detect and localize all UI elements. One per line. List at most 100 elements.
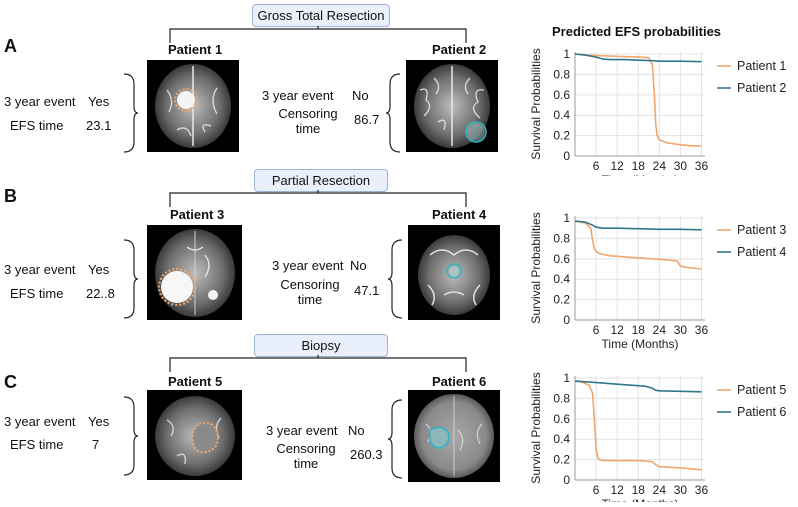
x-tick-label: 12 xyxy=(610,159,624,173)
x-tick-label: 24 xyxy=(653,483,667,497)
p4-event-value: No xyxy=(350,258,367,273)
y-tick-label: 0.2 xyxy=(553,293,570,307)
series-line-patient-6 xyxy=(574,380,702,393)
mri-patient-2 xyxy=(406,60,498,152)
brace-p3 xyxy=(123,239,139,319)
procedure-label-biopsy: Biopsy xyxy=(254,334,388,357)
patient-1-title: Patient 1 xyxy=(168,42,223,57)
p3-event-label: 3 year event xyxy=(4,262,76,277)
x-tick-label: 12 xyxy=(610,483,624,497)
bracket-connector-a xyxy=(169,26,467,43)
p4-event-label: 3 year event xyxy=(272,258,344,273)
p6-time-label: Censoring time xyxy=(276,441,336,471)
brace-p4 xyxy=(387,239,403,319)
p5-time-value: 7 xyxy=(92,437,100,452)
x-tick-label: 18 xyxy=(632,323,646,337)
patient-2-title: Patient 2 xyxy=(432,42,487,57)
legend-label: Patient 6 xyxy=(737,405,786,419)
procedure-label-partial: Partial Resection xyxy=(254,169,388,192)
patient-5-title: Patient 5 xyxy=(168,374,223,389)
brain-image-3 xyxy=(155,229,235,317)
x-axis-label: Time (Months) xyxy=(602,337,679,351)
brain-image-5 xyxy=(155,396,235,476)
p3-time-value: 22..8 xyxy=(86,286,115,301)
mri-patient-5 xyxy=(147,390,242,480)
y-tick-label: 0.8 xyxy=(553,231,570,245)
p5-event-value: Yes xyxy=(88,414,110,429)
y-axis-label: Survival Probabilities xyxy=(529,212,543,323)
x-tick-label: 30 xyxy=(674,483,688,497)
p1-event-value: Yes xyxy=(88,94,110,109)
patient-3-title: Patient 3 xyxy=(170,207,225,222)
procedure-label-gtr: Gross Total Resection xyxy=(252,4,390,27)
y-tick-label: 1 xyxy=(563,48,570,61)
x-tick-label: 18 xyxy=(632,483,646,497)
series-line-patient-3 xyxy=(574,220,702,270)
brain-image-4 xyxy=(418,235,490,315)
x-tick-label: 36 xyxy=(695,483,709,497)
y-axis-label: Survival Probabilities xyxy=(529,372,543,483)
x-tick-label: 30 xyxy=(674,323,688,337)
series-line-patient-1 xyxy=(574,53,702,147)
y-tick-label: 1 xyxy=(563,211,570,225)
p1-time-value: 23.1 xyxy=(86,118,112,133)
y-tick-label: 0.2 xyxy=(553,453,570,467)
x-tick-label: 6 xyxy=(593,323,600,337)
legend-label: Patient 4 xyxy=(737,245,786,259)
p5-event-label: 3 year event xyxy=(4,414,76,429)
p2-event-value: No xyxy=(352,88,369,103)
brace-p6 xyxy=(387,399,403,479)
p2-time-label: Censoring time xyxy=(278,106,338,136)
brace-p1 xyxy=(123,73,139,153)
legend-label: Patient 3 xyxy=(737,223,786,237)
mri-patient-3 xyxy=(147,225,242,320)
bracket-connector-b xyxy=(169,190,467,207)
survival-chart-b: 0 0.2 0.4 0.6 0.8 1 6 12 18 24 30 36 Time (Months) Su… xyxy=(529,211,786,351)
series-line-patient-5 xyxy=(574,380,702,471)
x-tick-label: 30 xyxy=(674,159,688,173)
mri-patient-1 xyxy=(147,60,239,152)
p2-event-label: 3 year event xyxy=(262,88,334,103)
y-tick-label: 0.6 xyxy=(553,252,570,266)
x-tick-label: 36 xyxy=(695,323,709,337)
p1-event-label: 3 year event xyxy=(4,94,76,109)
legend-label: Patient 2 xyxy=(737,81,786,95)
brain-image-1 xyxy=(155,64,231,148)
patient-4-title: Patient 4 xyxy=(432,207,487,222)
x-tick-label: 18 xyxy=(632,159,646,173)
patient-6-title: Patient 6 xyxy=(432,374,487,389)
y-tick-label: 0.8 xyxy=(553,67,570,81)
x-tick-label: 24 xyxy=(653,159,667,173)
x-tick-label: 6 xyxy=(593,483,600,497)
p1-time-label: EFS time xyxy=(10,118,64,133)
brain-image-6 xyxy=(414,394,494,478)
x-tick-label: 12 xyxy=(610,323,624,337)
y-axis-label: Survival Probabilities xyxy=(529,48,543,159)
charts-title: Predicted EFS probabilities xyxy=(552,24,722,39)
p3-event-value: Yes xyxy=(88,262,110,277)
x-axis-label: Time (Months) xyxy=(602,497,679,502)
y-tick-label: 0.4 xyxy=(553,108,570,122)
brain-image-2 xyxy=(414,64,490,148)
p6-event-label: 3 year event xyxy=(266,423,338,438)
panel-letter-a: A xyxy=(4,36,17,56)
p4-time-label: Censoring time xyxy=(280,277,340,307)
brace-p5 xyxy=(123,396,139,476)
x-tick-label: 24 xyxy=(653,323,667,337)
x-tick-label: 6 xyxy=(593,159,600,173)
survival-chart-a: 0 0.2 0.4 0.6 0.8 1 6 12 18 24 30 36 Time (Months) Su… xyxy=(529,48,786,176)
y-tick-label: 0.8 xyxy=(553,391,570,405)
y-tick-label: 0.2 xyxy=(553,129,570,143)
series-line-patient-4 xyxy=(574,220,702,231)
p6-event-value: No xyxy=(348,423,365,438)
y-tick-label: 1 xyxy=(563,371,570,385)
y-tick-label: 0 xyxy=(563,313,570,327)
y-tick-label: 0 xyxy=(563,473,570,487)
panel-letter-b: B xyxy=(4,186,17,206)
y-tick-label: 0.4 xyxy=(553,272,570,286)
x-axis-label: Time (Months) xyxy=(602,173,679,176)
panel-letter-c: C xyxy=(4,372,17,392)
mri-patient-4 xyxy=(408,225,500,320)
brace-p2 xyxy=(385,73,401,153)
p2-time-value: 86.7 xyxy=(354,112,380,127)
